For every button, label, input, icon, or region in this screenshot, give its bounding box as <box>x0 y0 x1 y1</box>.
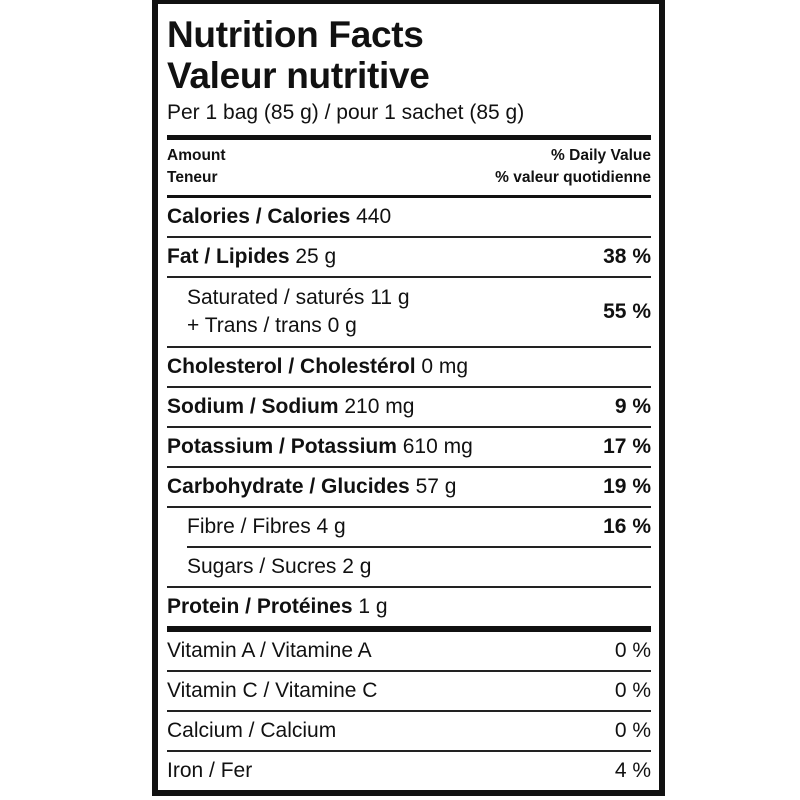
carbohydrate-label: Carbohydrate / Glucides <box>167 475 410 498</box>
row-calcium: Calcium / Calcium 0 % <box>167 712 651 752</box>
row-fibre: Fibre / Fibres 4 g 16 % <box>187 508 651 548</box>
fat-dv: 38 % <box>603 245 651 268</box>
vitamin-a-dv: 0 % <box>614 639 651 662</box>
sodium-label: Sodium / Sodium <box>167 395 339 418</box>
protein-amount: 1 g <box>358 595 388 618</box>
row-carbohydrate: Carbohydrate / Glucides 57 g 19 % <box>167 468 651 508</box>
row-saturated-trans: Saturated / saturés 11 g + Trans / trans … <box>167 278 651 348</box>
carbohydrate-amount: 57 g <box>415 475 457 498</box>
vitamin-a-label: Vitamin A / Vitamine A <box>167 639 372 662</box>
teneur-header: Teneur <box>167 169 218 186</box>
calories-label: Calories / Calories <box>167 205 351 228</box>
fat-amount: 25 g <box>295 245 337 268</box>
fibre-dv: 16 % <box>603 515 651 538</box>
sodium-dv: 9 % <box>614 395 651 418</box>
potassium-label: Potassium / Potassium <box>167 435 397 458</box>
calories-amount: 440 <box>356 205 392 228</box>
column-header: Amount Teneur % Daily Value % valeur quoti… <box>167 140 651 198</box>
trans-label: + Trans / trans 0 g <box>187 314 357 337</box>
protein-label: Protein / Protéines <box>167 595 353 618</box>
row-vitamin-c: Vitamin C / Vitamine C 0 % <box>167 672 651 712</box>
cholesterol-amount: 0 mg <box>421 355 469 378</box>
cholesterol-label: Cholesterol / Cholestérol <box>167 355 416 378</box>
calcium-label: Calcium / Calcium <box>167 719 337 742</box>
row-iron: Iron / Fer 4 % <box>167 752 651 790</box>
vitamin-c-dv: 0 % <box>614 679 651 702</box>
fat-label: Fat / Lipides <box>167 245 290 268</box>
sodium-amount: 210 mg <box>344 395 415 418</box>
potassium-amount: 610 mg <box>402 435 473 458</box>
nutrition-facts-label: Nutrition Facts Valeur nutritive Per 1 b… <box>152 0 665 796</box>
row-vitamin-a: Vitamin A / Vitamine A 0 % <box>167 632 651 672</box>
dv-header: % Daily Value <box>551 147 651 164</box>
amount-header: Amount <box>167 147 226 164</box>
row-potassium: Potassium / Potassium 610 mg 17 % <box>167 428 651 468</box>
saturated-label: Saturated / saturés 11 g <box>187 286 410 309</box>
calcium-dv: 0 % <box>614 719 651 742</box>
potassium-dv: 17 % <box>603 435 651 458</box>
iron-dv: 4 % <box>614 759 651 782</box>
sugars-label: Sugars / Sucres 2 g <box>187 555 372 578</box>
row-calories: Calories / Calories 440 <box>167 198 651 238</box>
carbohydrate-dv: 19 % <box>603 475 651 498</box>
row-cholesterol: Cholesterol / Cholestérol 0 mg <box>167 348 651 388</box>
fibre-label: Fibre / Fibres 4 g <box>187 515 346 538</box>
row-fat: Fat / Lipides 25 g 38 % <box>167 238 651 278</box>
dv-header-fr: % valeur quotidienne <box>495 169 651 186</box>
row-sodium: Sodium / Sodium 210 mg 9 % <box>167 388 651 428</box>
vitamin-c-label: Vitamin C / Vitamine C <box>167 679 378 702</box>
row-sugars: Sugars / Sucres 2 g <box>167 548 651 588</box>
iron-label: Iron / Fer <box>167 759 253 782</box>
title-en: Nutrition Facts <box>167 14 424 55</box>
saturated-dv: 55 % <box>603 300 651 323</box>
row-protein: Protein / Protéines 1 g <box>167 588 651 632</box>
title-fr: Valeur nutritive <box>167 55 430 96</box>
serving-size: Per 1 bag (85 g) / pour 1 sachet (85 g) <box>167 98 651 140</box>
